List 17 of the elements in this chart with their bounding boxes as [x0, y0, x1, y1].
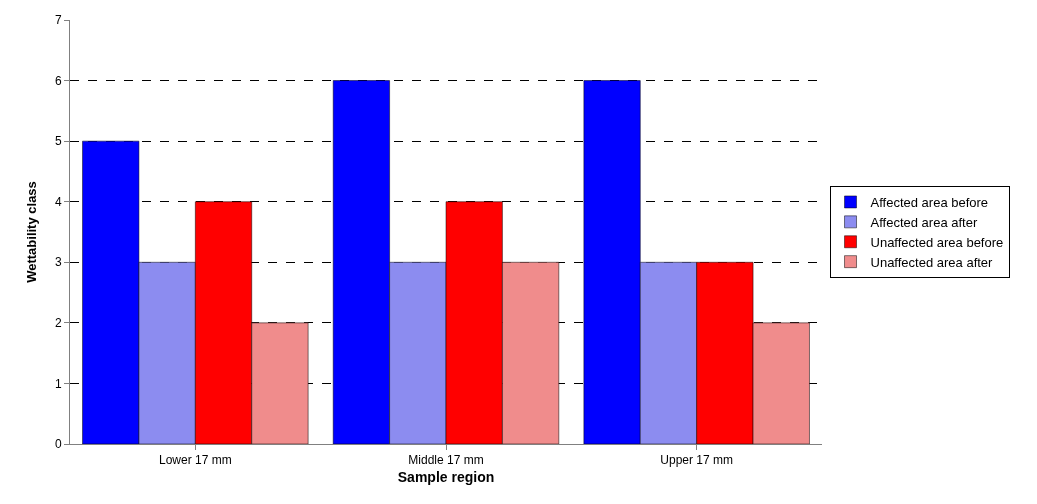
y-tick-label: 1 — [54, 376, 62, 391]
legend-label: Affected area after — [870, 214, 978, 230]
y-tick-label: 0 — [54, 437, 62, 452]
y-tick-label: 6 — [54, 73, 62, 88]
y-tick-label: 7 — [54, 13, 62, 28]
x-tick-label: Lower 17 mm — [158, 453, 232, 468]
y-tick-label: 5 — [54, 134, 62, 149]
legend-label: Unaffected area before — [870, 234, 1004, 250]
x-tick-label: Upper 17 mm — [660, 453, 734, 468]
x-axis-title: Sample region — [397, 468, 495, 485]
y-axis-title: Wettability class — [23, 181, 39, 283]
y-tick-label: 2 — [54, 316, 62, 331]
legend-label: Unaffected area after — [870, 254, 994, 270]
y-tick-label: 4 — [54, 194, 62, 209]
legend-label: Affected area before — [870, 195, 989, 211]
x-tick-label: Middle 17 mm — [408, 453, 484, 468]
y-tick-label: 3 — [54, 255, 62, 270]
